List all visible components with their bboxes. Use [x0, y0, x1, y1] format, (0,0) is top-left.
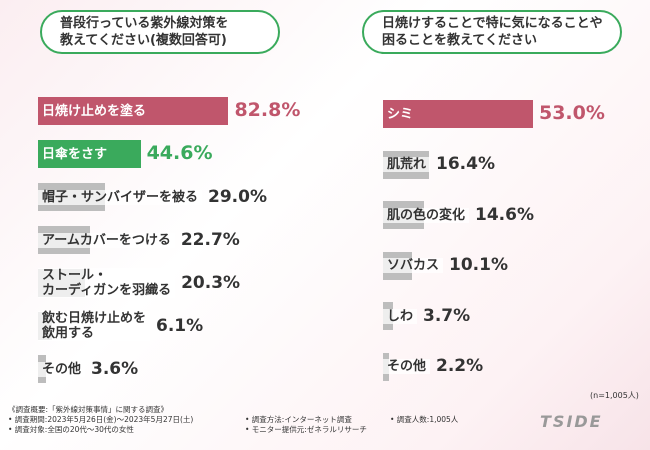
- value-label: 20.3%: [181, 272, 241, 293]
- logo: TSIDE: [540, 412, 603, 431]
- footer-line: • 調査期間:2023年5月26日(金)〜2023年5月27日(土): [8, 415, 194, 424]
- footer-line: • 調査方法:インターネット調査: [245, 415, 352, 424]
- bar-label: 飲む日焼け止めを 飲用する 6.1%: [38, 306, 203, 346]
- bar-label: 日焼け止めを塗る: [38, 91, 150, 131]
- value-label: 53.0%: [538, 102, 605, 124]
- value-label: 14.6%: [475, 204, 534, 225]
- value-label: 16.4%: [436, 154, 495, 174]
- footer-line: 《調査概要:「紫外線対策事情」に関する調査》: [8, 405, 169, 414]
- category-label: 帽子・サンバイザーを被る: [38, 189, 203, 205]
- bar: [38, 140, 141, 168]
- footer-line: • 調査人数:1,005人: [390, 415, 459, 424]
- bar-label: その他 2.2%: [383, 347, 483, 387]
- category-label: その他: [383, 359, 431, 374]
- bar-label: 肌の色の変化 14.6%: [383, 195, 534, 235]
- category-label: ストール・ カーディガンを羽織る: [38, 268, 176, 298]
- bar-label: アームカバーをつける 22.7%: [38, 220, 240, 260]
- bar-label: 日傘をさす: [38, 134, 111, 174]
- bar-label: 肌荒れ 16.4%: [383, 145, 495, 185]
- value-label: 3.7%: [423, 305, 471, 326]
- bar-label: シミ: [383, 94, 417, 134]
- value-label: 29.0%: [208, 186, 267, 207]
- footer-line: • モニター提供元:ゼネラルリサーチ: [245, 425, 367, 434]
- category-label: 飲む日焼け止めを 飲用する: [38, 311, 151, 341]
- bar-label: 帽子・サンバイザーを被る 29.0%: [38, 177, 267, 217]
- category-label: 肌の色の変化: [383, 207, 470, 223]
- value-label: 10.1%: [449, 255, 508, 275]
- value-label: 44.6%: [146, 142, 213, 164]
- bar-label: ストール・ カーディガンを羽織る 20.3%: [38, 263, 240, 303]
- value-label: 3.6%: [91, 358, 139, 379]
- bar-label: しわ 3.7%: [383, 296, 470, 336]
- value-label: 22.7%: [180, 229, 240, 250]
- category-label: ソバカス: [383, 258, 444, 273]
- bar: [383, 100, 533, 128]
- footer-line: • 調査対象:全国の20代〜30代の女性: [8, 425, 134, 434]
- category-label: その他: [38, 361, 86, 377]
- bar-label: その他 3.6%: [38, 349, 138, 389]
- category-label: 日傘をさす: [42, 146, 108, 162]
- chart-title: 普段行っている紫外線対策を 教えてください(複数回答可): [40, 10, 280, 54]
- category-label: しわ: [383, 308, 418, 324]
- bar-label: ソバカス 10.1%: [383, 246, 508, 286]
- category-label: 肌荒れ: [383, 157, 431, 172]
- category-label: 日焼け止めを塗る: [42, 103, 147, 119]
- category-label: シミ: [387, 106, 414, 122]
- value-label: 6.1%: [156, 315, 204, 336]
- category-label: アームカバーをつける: [38, 232, 175, 248]
- sample-note: (n=1,005人): [590, 391, 639, 400]
- chart-title: 日焼けすることで特に気になることや 困ることを教えてください: [362, 10, 622, 54]
- value-label: 2.2%: [436, 356, 484, 376]
- value-label: 82.8%: [234, 99, 301, 121]
- bar: [38, 97, 229, 125]
